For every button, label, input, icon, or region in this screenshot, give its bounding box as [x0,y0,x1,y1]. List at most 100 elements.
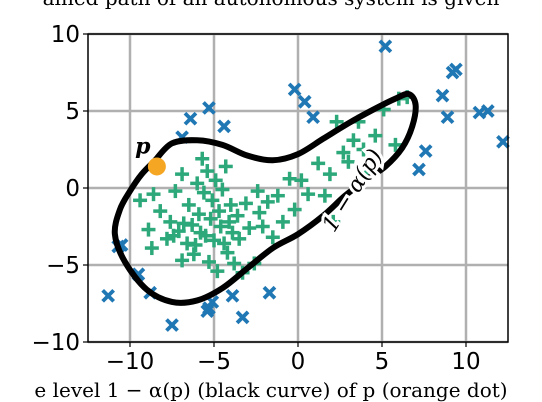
x-axis-ticks: −10 −5 0 5 10 [106,342,481,375]
x-marker [480,104,495,118]
x-marker [378,39,393,54]
x-tick-label: 0 [291,349,306,375]
x-marker-b [205,295,220,309]
plus-marker [275,214,290,229]
x-marker-b [496,134,510,149]
y-axis-ticks: −10 −5 0 5 10 [31,22,88,356]
plus-marker [250,184,265,199]
plus-marker [341,154,356,169]
curve-label: 1 − α(p) [318,145,388,237]
plus-marker [198,228,213,243]
x-marker [183,111,198,126]
plus-marker [181,197,196,212]
x-marker-b [165,318,179,332]
plus-marker [282,171,297,186]
x-marker-b [183,111,198,126]
plus-marker [153,204,168,219]
x-marker-b [449,62,463,77]
plus-marker [322,167,337,182]
plus-marker [287,202,302,217]
x-marker-b [297,94,312,109]
plus-marker [217,236,232,251]
x-marker-b [378,39,393,54]
plus-marker [242,221,257,236]
plus-marker [190,176,205,191]
x-marker [101,288,116,303]
x-marker [225,288,240,303]
x-marker-b [262,285,277,300]
y-tick-label: −5 [46,253,80,279]
plus-marker [368,128,383,143]
y-tick-label: 0 [65,176,80,202]
plus-marker [346,133,361,148]
x-marker-b [235,310,250,325]
plus-marker [260,194,275,209]
orange-point-p [147,157,166,176]
plus-marker [270,188,285,203]
plus-marker [171,224,186,239]
plus-marker [195,151,210,166]
x-marker [217,119,231,134]
plus-marker [163,214,178,229]
y-tick-label: 5 [65,99,80,125]
plus-marker [218,159,233,174]
plus-marker [356,142,371,157]
x-marker [306,110,320,125]
plus-marker [208,173,223,188]
plus-marker [223,197,238,212]
plus-marker [159,231,174,246]
plus-marker [213,219,228,234]
plus-marker [175,253,190,268]
plus-marker [191,207,206,222]
x-marker [440,110,455,125]
x-marker-b [101,288,116,303]
plus-marker [301,187,316,202]
plus-marker [232,231,247,246]
plus-marker [215,182,230,197]
x-marker-b [287,82,302,97]
plus-marker [210,264,225,279]
x-marker-b [217,119,231,134]
plus-marker [336,145,351,160]
level-curve [111,90,419,306]
plus-marker [326,214,341,229]
x-marker-b [225,288,240,303]
plus-marker [222,214,237,229]
plus-marker [175,167,190,182]
plus-marker [200,164,215,179]
x-marker-b [418,144,433,158]
plus-marker [255,219,270,234]
x-marker [202,101,216,115]
x-marker-b [440,110,455,125]
x-marker [287,82,302,97]
y-tick-label: −10 [31,330,80,356]
plus-marker [205,193,220,208]
plus-marker [388,137,403,152]
plus-marker [196,185,211,200]
outside-series-x [101,39,510,332]
x-marker-b [435,88,450,103]
plus-marker [265,230,280,245]
plus-marker [252,205,267,220]
x-marker-b [306,110,320,125]
plus-marker [329,114,344,129]
caption-bottom: e level 1 − α(p) (black curve) of p (ora… [34,378,508,402]
x-marker [435,88,450,103]
x-tick-label: 10 [451,349,480,375]
point-label-p: p [135,133,151,159]
plus-marker [168,184,183,199]
plus-marker [294,173,309,188]
plus-marker [207,233,221,248]
plus-marker [220,245,235,260]
inside-series-plus [133,90,415,280]
x-marker [235,310,250,325]
plus-marker [230,208,245,223]
plus-marker [141,222,156,237]
plus-marker [311,156,326,171]
plus-marker [238,196,253,211]
x-marker [412,162,426,177]
caption-top: ained path of an autonomous system is gi… [0,0,542,10]
x-marker [496,134,510,149]
plus-marker [146,187,161,202]
x-marker [262,285,277,300]
